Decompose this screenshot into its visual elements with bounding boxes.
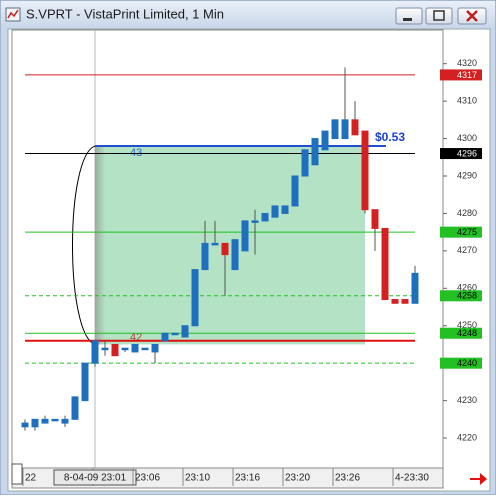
zone [95,146,365,345]
x-tick-label: 23:16 [235,473,260,484]
candle-body [391,299,399,304]
x-tick-label: 23:10 [185,473,210,484]
candle-body [171,332,179,336]
candle-body [411,272,419,304]
zone-delta-label: $0.53 [375,130,405,144]
candle-body [241,220,249,252]
level-label: 4317 [457,70,477,80]
candle-body [131,343,139,353]
candle-body [251,220,259,223]
candle-body [311,138,319,166]
x-tick-label: 23:06 [135,473,160,484]
candle-body [321,130,329,151]
x-tick-label: 23:20 [285,473,310,484]
candle-body [111,343,119,357]
candle-body [261,212,269,222]
candle-body [151,343,159,353]
y-tick-label: 4320 [457,58,477,68]
y-tick-label: 4310 [457,96,477,106]
candle-body [21,422,29,428]
level-box [440,357,482,369]
candle-body [341,119,349,140]
zone-shadow [95,146,105,345]
x-tick-label: 8-04-09 23:01 [64,473,127,484]
candle-body [291,175,299,207]
candle-body [81,362,89,402]
window-title: S.VPRT - VistaPrint Limited, 1 Min [26,6,224,21]
level-box [440,327,482,339]
candle-body [201,242,209,271]
candle-body [351,119,359,136]
candle-body [31,418,39,428]
candle-body [161,332,169,342]
candle-body [51,418,59,422]
level-label: 4248 [457,328,477,338]
y-tick-label: 4270 [457,245,477,255]
y-tick-label: 4300 [457,133,477,143]
candle-body [281,205,289,214]
candle-body [271,205,279,218]
y-tick-label: 4290 [457,170,477,180]
y-tick-label: 4260 [457,283,477,293]
level-box [440,148,482,160]
candle-body [401,299,409,304]
candle-body [91,340,99,364]
y-tick-label: 4280 [457,208,477,218]
candle-body [141,347,149,351]
x-tick-label: 23:26 [335,473,360,484]
app-icon-graph [7,9,19,19]
maximize-button[interactable] [425,7,453,25]
scroll-arrow[interactable] [470,473,487,485]
candle-body [221,242,229,256]
x-tick-label: 22 [25,473,37,484]
candle-body [121,347,129,351]
candle-body [61,418,69,424]
candle-body [71,396,79,420]
candle-body [211,242,219,246]
candle-body [181,325,189,338]
candle-body [331,119,339,140]
level-label: 4275 [457,227,477,237]
candle-body [381,227,389,301]
level-label: 4240 [457,358,477,368]
level-box [440,69,482,81]
scroll-box[interactable] [11,463,23,485]
candle-body [41,418,49,424]
zone-top-label: 43 [130,147,142,159]
minimize-button[interactable] [395,7,423,25]
y-tick-label: 4220 [457,432,477,442]
y-tick-label: 4230 [457,395,477,405]
close-button[interactable] [457,7,487,25]
candle-body [231,239,239,271]
candle-body [371,209,379,229]
level-box [440,226,482,238]
level-label: 4258 [457,291,477,301]
candle-body [191,269,199,327]
y-tick-label: 4250 [457,320,477,330]
candle-body [101,347,109,351]
level-label: 4296 [457,148,477,158]
x-label-box [53,469,137,486]
candle-body [301,149,309,177]
x-tick-label: 4-23:30 [395,473,429,484]
candle-body [361,130,369,211]
level-box [440,290,482,302]
